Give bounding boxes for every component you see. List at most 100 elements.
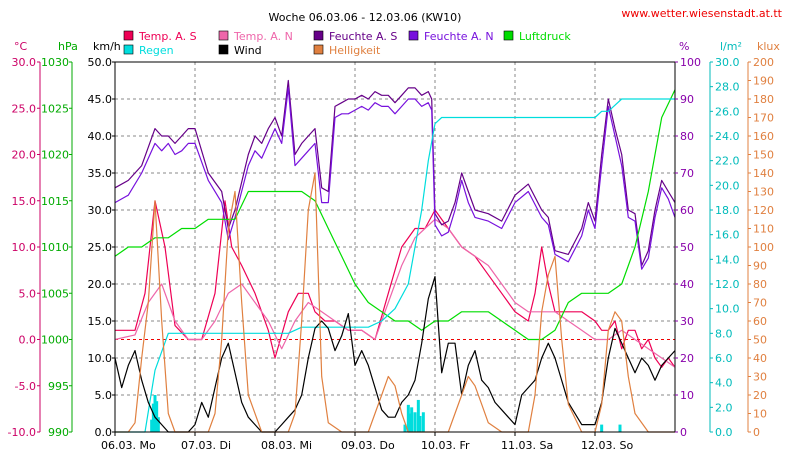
rain-bar: [151, 403, 155, 432]
press-tick-label: 1015: [41, 195, 69, 208]
x-axis: 06.03. Mo 07.03. Di 08.03. Mi 09.03. Do 10.0…: [101, 432, 633, 452]
lux-axis-unit: klux: [757, 40, 780, 53]
series-lines: [114, 79, 676, 433]
wind-tick-label: 50.0: [88, 56, 113, 69]
series-line-temp-a-n: [114, 218, 676, 368]
press-axis-unit: hPa: [58, 40, 78, 53]
rain-bar: [150, 419, 154, 432]
series-line-feuchte-a-n: [114, 87, 676, 270]
legend-label: Temp. A. N: [233, 30, 293, 43]
lux-tick-label: 60: [753, 315, 767, 328]
lux-tick-label: 30: [753, 371, 767, 384]
lux-tick-label: 110: [753, 223, 774, 236]
press-tick-label: 1025: [41, 102, 69, 115]
hum-tick-label: 0: [680, 426, 687, 439]
legend-label: Feuchte A. S: [329, 30, 397, 43]
rain-axis-unit: l/m²: [720, 40, 742, 53]
legend-label: Wind: [234, 44, 262, 57]
rain-bar: [421, 412, 425, 432]
rain-tick-label: 16.0: [715, 229, 740, 242]
x-tick-label: 11.03. Sa: [501, 439, 553, 452]
legend-swatch: [123, 44, 134, 55]
rain-bar: [406, 404, 410, 432]
legend-swatch: [218, 44, 229, 55]
rain-bar: [408, 413, 412, 432]
legend: Temp. A. S Temp. A. N Feuchte A. S Feuchte …: [123, 30, 571, 57]
temp-tick-label: -5.0: [15, 380, 36, 393]
rain-bars: [150, 395, 622, 432]
lux-tick-label: 40: [753, 352, 767, 365]
wind-tick-label: 10.0: [88, 352, 113, 365]
temp-tick-label: -10.0: [8, 426, 36, 439]
legend-label: Luftdruck: [519, 30, 571, 43]
wind-tick-label: 40.0: [88, 130, 113, 143]
legend-label: Temp. A. S: [138, 30, 197, 43]
rain-tick-label: 22.0: [715, 155, 740, 168]
press-tick-label: 1010: [41, 241, 69, 254]
series-line-regen: [115, 98, 675, 433]
lux-tick-label: 150: [753, 149, 774, 162]
lux-tick-label: 50: [753, 334, 767, 347]
rain-tick-label: 10.0: [715, 303, 740, 316]
rain-tick-label: 18.0: [715, 204, 740, 217]
rain-bar: [403, 424, 407, 432]
press-tick-label: 1000: [41, 334, 69, 347]
press-tick-label: 1020: [41, 149, 69, 162]
press-tick-label: 990: [48, 426, 69, 439]
hum-tick-label: 20: [680, 352, 694, 365]
x-tick-label: 06.03. Mo: [101, 439, 156, 452]
temp-tick-label: 15.0: [12, 195, 37, 208]
x-tick-label: 10.03. Fr: [421, 439, 470, 452]
legend-label: Feuchte A. N: [424, 30, 494, 43]
wind-tick-label: 0.0: [95, 426, 113, 439]
hum-tick-label: 80: [680, 130, 694, 143]
hum-tick-label: 40: [680, 278, 694, 291]
legend-swatch: [408, 30, 419, 41]
rain-bar: [153, 395, 157, 432]
lux-tick-label: 100: [753, 241, 774, 254]
series-line-wind: [114, 276, 676, 433]
lux-tick-label: 90: [753, 260, 767, 273]
legend-swatch: [218, 30, 229, 41]
rain-tick-label: 24.0: [715, 130, 740, 143]
legend-swatch: [123, 30, 134, 41]
lux-tick-label: 10: [753, 408, 767, 421]
x-tick-label: 08.03. Mi: [261, 439, 312, 452]
temp-tick-label: 5.0: [19, 287, 37, 300]
temp-tick-label: 30.0: [12, 56, 37, 69]
lux-tick-label: 70: [753, 297, 767, 310]
rain-tick-label: 12.0: [715, 278, 740, 291]
chart-title: Woche 06.03.06 - 12.03.06 (KW10): [269, 11, 462, 24]
x-tick-label: 07.03. Di: [181, 439, 231, 452]
hum-tick-label: 10: [680, 389, 694, 402]
rain-bar: [410, 407, 414, 432]
rain-bar: [155, 401, 159, 432]
rain-tick-label: 28.0: [715, 81, 740, 94]
lux-tick-label: 140: [753, 167, 774, 180]
hum-tick-label: 90: [680, 93, 694, 106]
legend-swatch: [503, 30, 514, 41]
lux-tick-label: 20: [753, 389, 767, 402]
lux-tick-label: 80: [753, 278, 767, 291]
rain-bar: [418, 415, 422, 432]
wind-tick-label: 20.0: [88, 278, 113, 291]
press-tick-label: 1030: [41, 56, 69, 69]
wind-tick-label: 45.0: [88, 93, 113, 106]
hum-tick-label: 50: [680, 241, 694, 254]
legend-label: Helligkeit: [329, 44, 381, 57]
rain-tick-label: 6.0: [715, 352, 733, 365]
wind-tick-label: 25.0: [88, 241, 113, 254]
hum-tick-label: 30: [680, 315, 694, 328]
series-line-helligkeit: [115, 172, 675, 433]
hum-tick-label: 100: [680, 56, 701, 69]
temp-tick-label: 10.0: [12, 241, 37, 254]
lux-tick-label: 190: [753, 75, 774, 88]
rain-bar: [618, 424, 622, 432]
rain-bar: [600, 424, 604, 432]
lux-tick-label: 0: [753, 426, 760, 439]
press-tick-label: 1005: [41, 287, 69, 300]
legend-swatch: [313, 30, 324, 41]
hum-tick-label: 70: [680, 167, 694, 180]
series-line-luftdruck: [114, 89, 676, 341]
